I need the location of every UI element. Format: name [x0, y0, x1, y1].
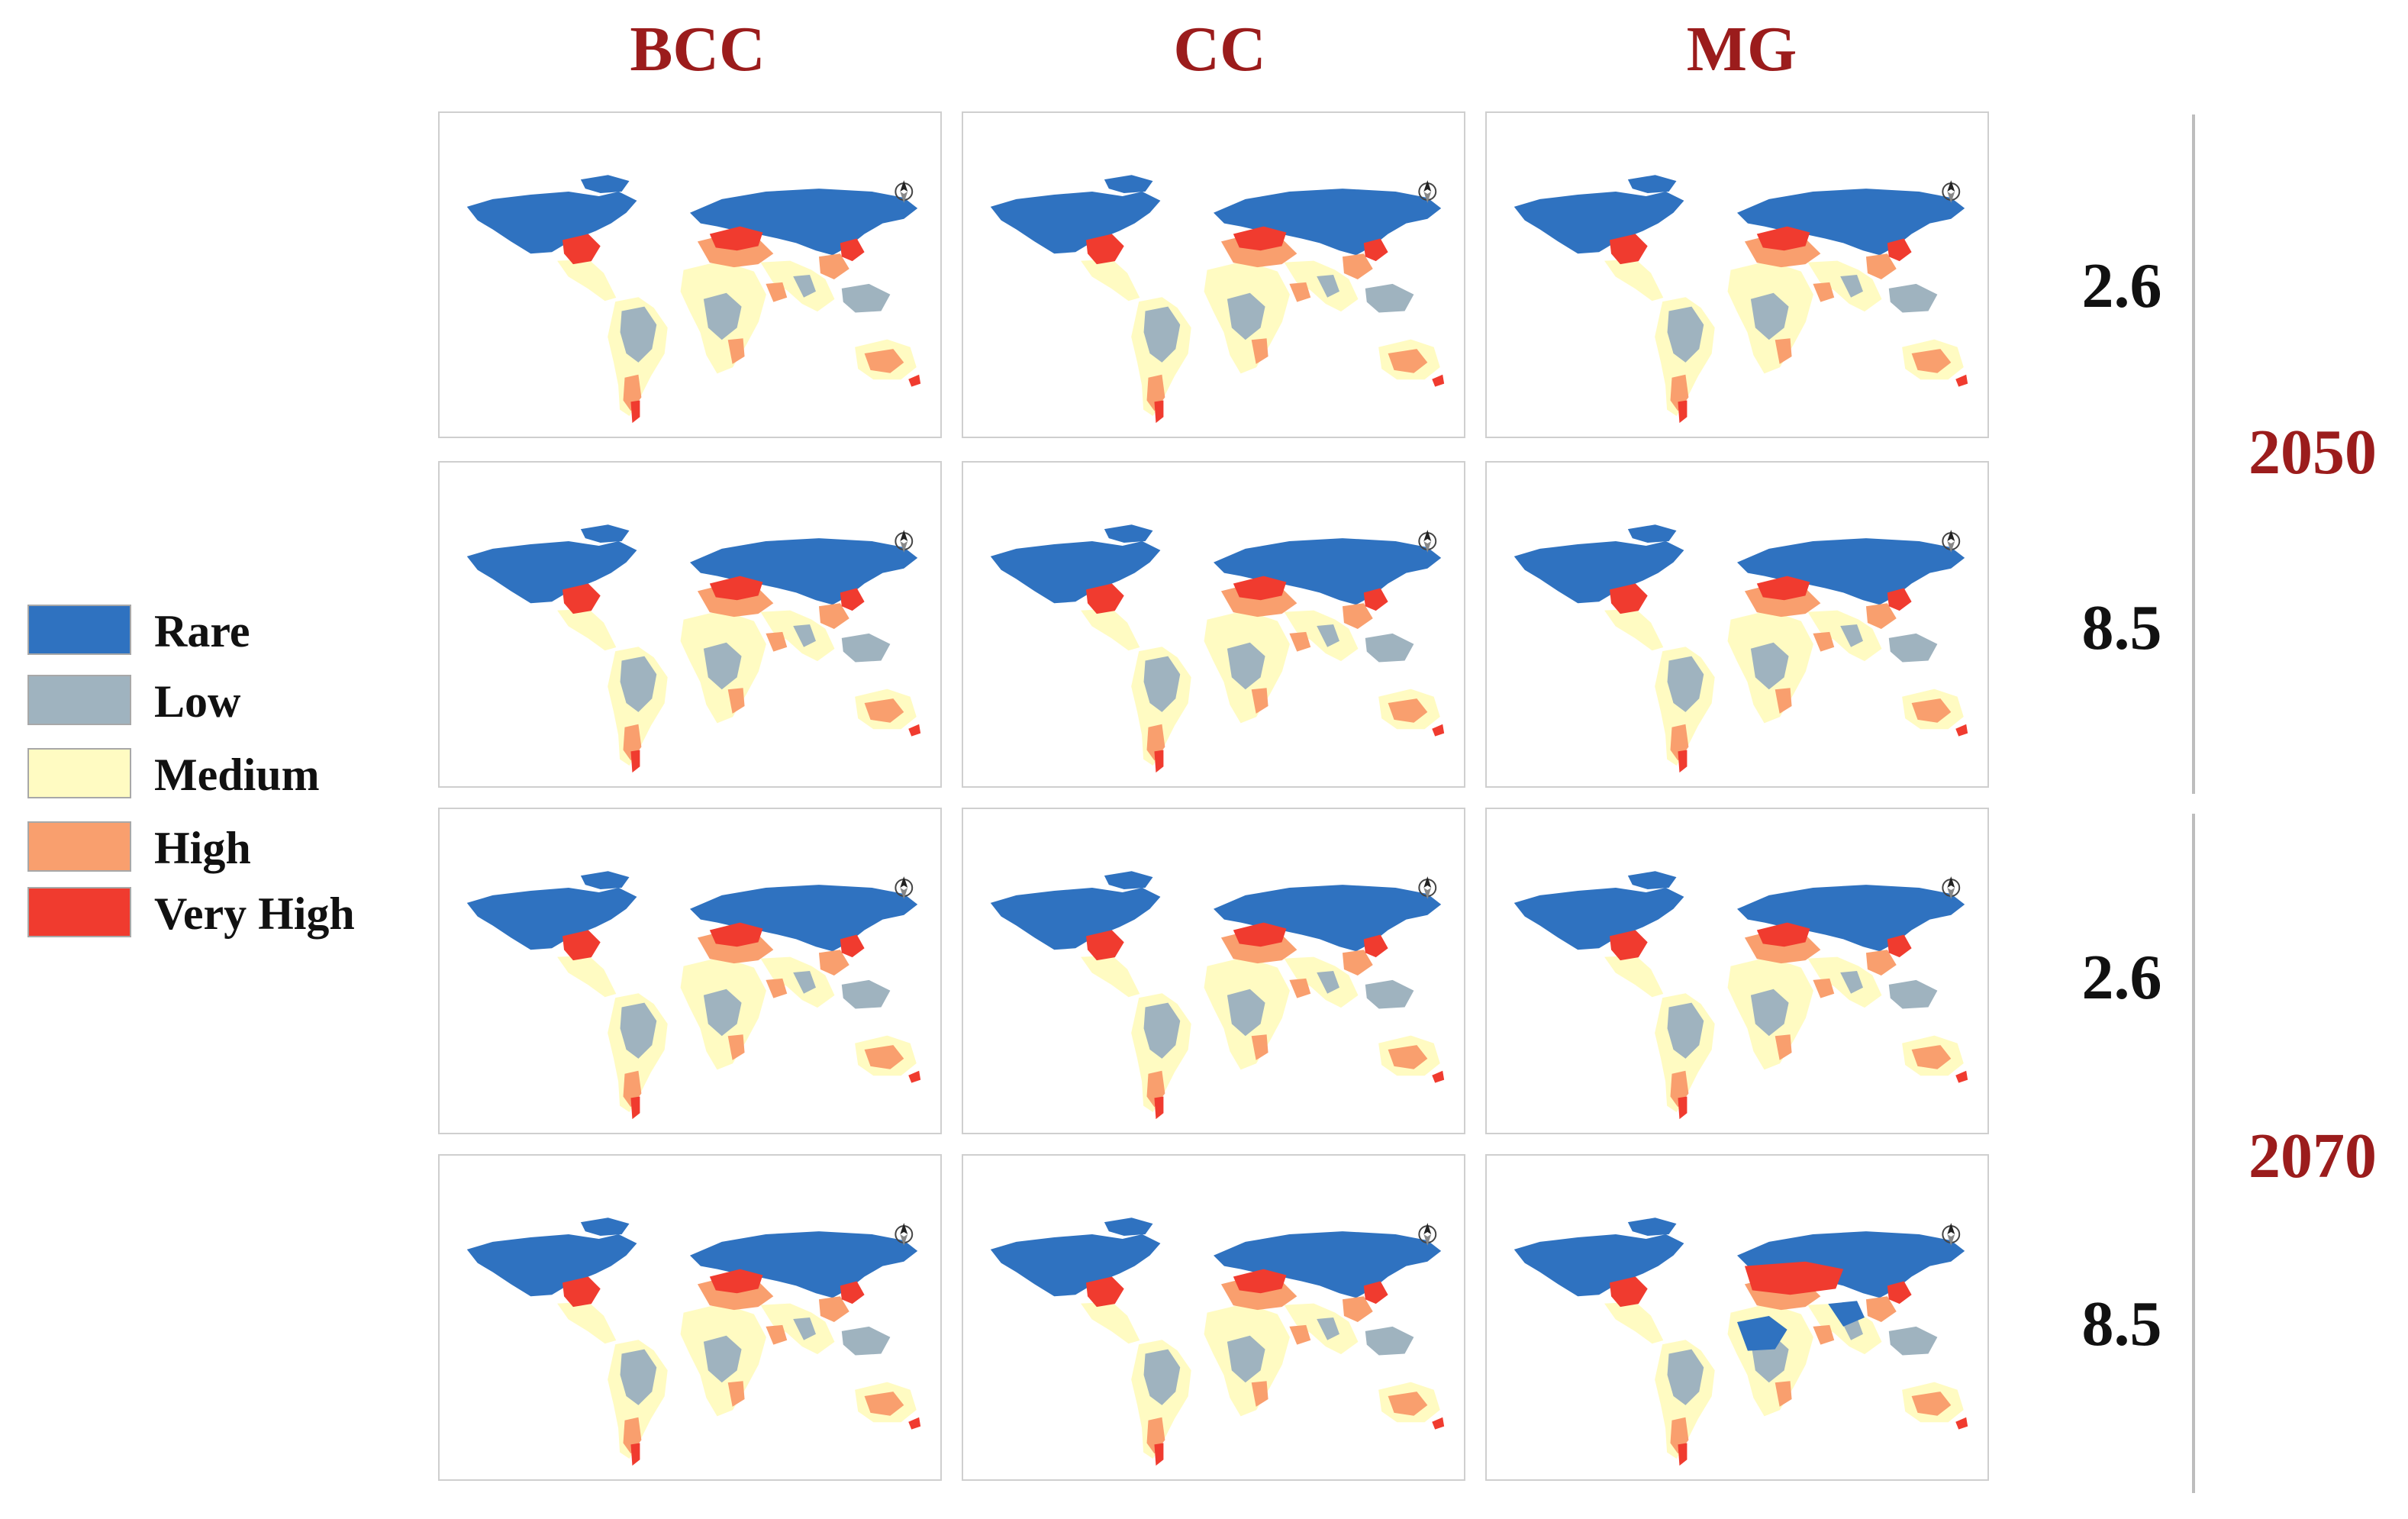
- north-arrow-icon: [1942, 180, 1961, 203]
- map-cc-2070-8-5: [962, 1154, 1465, 1481]
- world-map: [990, 1217, 1445, 1466]
- world-map: [1513, 871, 1968, 1120]
- north-arrow-icon: [895, 530, 914, 553]
- map-cc-2050-2-6: [962, 111, 1465, 438]
- legend-label: High: [154, 823, 251, 873]
- legend-swatch-medium: [27, 748, 131, 798]
- legend-swatch-low: [27, 675, 131, 725]
- year-bracket-line-2050: [2192, 114, 2195, 794]
- world-map: [466, 175, 921, 424]
- north-arrow-icon: [895, 180, 914, 203]
- world-map: [466, 1217, 921, 1466]
- map-cc-2070-2-6: [962, 808, 1465, 1134]
- scenario-label: 2.6: [2081, 942, 2162, 1013]
- world-map: [466, 524, 921, 773]
- north-arrow-icon: [1942, 876, 1961, 899]
- legend-label: Medium: [154, 750, 320, 800]
- scenario-label: 8.5: [2081, 1288, 2162, 1359]
- map-bcc-2070-2-6: [438, 808, 942, 1134]
- legend-item-medium: Medium: [27, 748, 424, 801]
- legend-swatch-rare: [27, 605, 131, 655]
- scenario-label: 8.5: [2081, 592, 2162, 663]
- year-label-2070: 2070: [2248, 1121, 2377, 1192]
- north-arrow-icon: [1942, 1223, 1961, 1246]
- map-mg-2070-8-5: [1485, 1154, 1989, 1481]
- north-arrow-icon: [895, 1223, 914, 1246]
- world-map: [1513, 524, 1968, 773]
- north-arrow-icon: [1418, 530, 1437, 553]
- north-arrow-icon: [1942, 530, 1961, 553]
- legend-label: Very High: [154, 889, 355, 939]
- legend-item-high: High: [27, 821, 424, 875]
- legend-item-rare: Rare: [27, 605, 424, 658]
- map-mg-2070-2-6: [1485, 808, 1989, 1134]
- legend-swatch-very-high: [27, 887, 131, 937]
- world-map: [990, 871, 1445, 1120]
- map-mg-2050-2-6: [1485, 111, 1989, 438]
- north-arrow-icon: [895, 876, 914, 899]
- world-map: [990, 175, 1445, 424]
- map-bcc-2050-8-5: [438, 461, 942, 788]
- scenario-label: 2.6: [2081, 250, 2162, 321]
- world-map: [1513, 1217, 1968, 1466]
- column-header-cc: CC: [1173, 14, 1266, 85]
- north-arrow-icon: [1418, 876, 1437, 899]
- north-arrow-icon: [1418, 180, 1437, 203]
- legend-swatch-high: [27, 821, 131, 872]
- column-header-bcc: BCC: [630, 14, 766, 85]
- world-map: [1513, 175, 1968, 424]
- map-bcc-2050-2-6: [438, 111, 942, 438]
- year-bracket-line-2070: [2192, 814, 2195, 1493]
- map-cc-2050-8-5: [962, 461, 1465, 788]
- column-header-mg: MG: [1686, 14, 1797, 85]
- world-map: [466, 871, 921, 1120]
- legend-label: Rare: [154, 606, 250, 656]
- north-arrow-icon: [1418, 1223, 1437, 1246]
- legend-label: Low: [154, 676, 241, 727]
- map-bcc-2070-8-5: [438, 1154, 942, 1481]
- world-map: [990, 524, 1445, 773]
- legend-item-very-high: Very High: [27, 887, 424, 940]
- year-label-2050: 2050: [2248, 417, 2377, 488]
- legend-item-low: Low: [27, 675, 424, 728]
- map-mg-2050-8-5: [1485, 461, 1989, 788]
